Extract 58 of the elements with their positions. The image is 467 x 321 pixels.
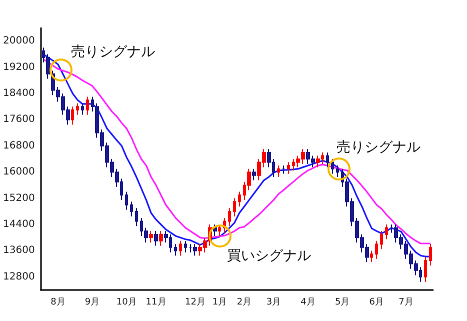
x-tick-label: 4月 — [300, 298, 316, 308]
candlestick — [213, 224, 217, 236]
candlestick — [193, 244, 197, 256]
y-tick-label: 20000 — [3, 36, 35, 47]
candlestick — [86, 96, 89, 116]
candlestick — [228, 208, 231, 227]
candlestick — [331, 158, 334, 174]
y-tick-label: 13600 — [3, 245, 35, 256]
x-tick-label: 5月 — [334, 298, 350, 308]
y-tick-label: 19200 — [3, 62, 35, 73]
candlestick — [218, 224, 221, 236]
candlestick — [282, 165, 285, 174]
candlestick — [370, 250, 373, 263]
candlestick — [130, 201, 133, 217]
candlestick — [233, 198, 236, 217]
y-tick-label: 14400 — [3, 219, 35, 230]
candlestick — [174, 244, 177, 256]
candlestick — [287, 162, 290, 174]
x-tick-label: 11月 — [146, 298, 166, 308]
y-tick-label: 18400 — [3, 88, 35, 99]
y-tick-label: 16800 — [3, 140, 35, 152]
y-tick-label: 17600 — [3, 114, 35, 126]
candlestick — [179, 240, 182, 256]
candlestick — [424, 256, 427, 282]
candlestick — [71, 106, 74, 126]
y-tick-label: 12800 — [3, 271, 35, 282]
candlestick — [336, 165, 339, 178]
candlestick — [380, 230, 383, 250]
candlestick — [326, 152, 329, 168]
candlestick — [429, 244, 432, 266]
x-tick-label: 8月 — [50, 298, 66, 308]
x-tick-label: 10月 — [116, 298, 137, 308]
y-tick-label: 15200 — [3, 192, 35, 204]
annotation: 買いシグナル — [227, 248, 312, 264]
candlestick — [149, 230, 153, 244]
candlestick — [76, 102, 79, 116]
candlestick — [81, 102, 84, 116]
candlestick — [238, 191, 241, 207]
x-tick-label: 9月 — [84, 298, 100, 308]
x-tick-label: 3月 — [266, 298, 282, 308]
candlestick — [135, 208, 138, 227]
x-tick-label: 1月 — [212, 298, 228, 308]
candlestick — [316, 155, 320, 168]
x-tick-label: 7月 — [398, 298, 414, 308]
annotation: 売りシグナル — [336, 140, 421, 156]
candlestick — [277, 165, 280, 178]
annotation: 売りシグナル — [70, 44, 155, 60]
candlestick — [385, 224, 388, 240]
candlestick — [154, 230, 158, 246]
y-tick-label: 16000 — [3, 166, 35, 178]
candlestick — [159, 230, 163, 246]
candlestick — [252, 168, 256, 181]
x-tick-label: 12月 — [185, 298, 206, 308]
candlestick — [125, 191, 128, 210]
x-tick-label: 2月 — [236, 298, 252, 308]
candlestick — [184, 240, 187, 253]
x-tick-label: 6月 — [369, 298, 384, 308]
candlestick — [375, 240, 378, 260]
